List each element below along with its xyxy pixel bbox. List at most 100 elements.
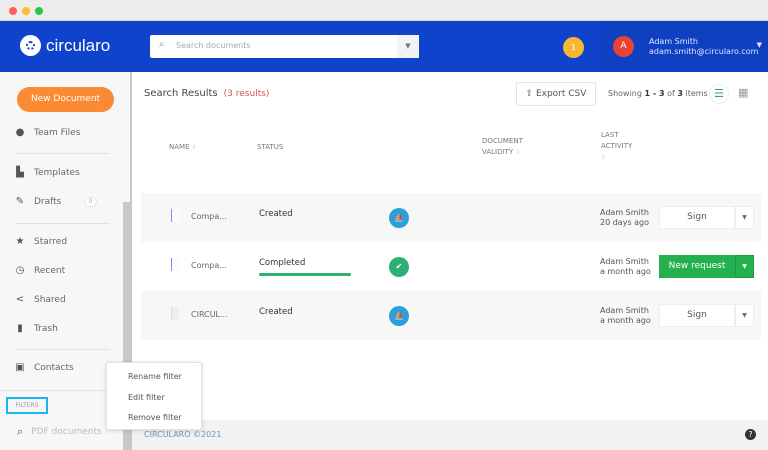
divider — [16, 223, 110, 224]
search-options-dropdown[interactable]: ▼ — [397, 35, 419, 58]
new-document-button[interactable]: New Document — [17, 87, 114, 112]
column-header-name[interactable]: NAME ⇳ — [169, 143, 197, 151]
sidebar-item-label: Starred — [34, 236, 68, 247]
logo-icon — [20, 35, 41, 56]
table-row[interactable]: Compa... Completed ✔ Adam Smith a month a… — [141, 242, 761, 291]
avatar: A — [613, 36, 634, 57]
sidebar-item-label: Contacts — [34, 362, 74, 373]
sidebar-item-templates[interactable]: ▙ Templates — [14, 167, 114, 178]
column-header-last-activity[interactable]: LAST ACTIVITY ⇳ — [601, 131, 633, 161]
sidebar-item-label: Drafts — [34, 196, 62, 207]
help-icon[interactable]: ? — [745, 429, 756, 440]
divider — [0, 390, 123, 391]
export-csv-button[interactable]: ⇪ Export CSV — [516, 82, 596, 106]
sort-icon: ⇳ — [191, 144, 197, 151]
sidebar-item-label: Recent — [34, 265, 66, 276]
table-row[interactable]: Compa... Created ⛵ Adam Smith 20 days ago… — [141, 193, 761, 242]
search-input[interactable]: Search documents — [176, 41, 251, 50]
share-icon: < — [15, 294, 25, 305]
user-menu[interactable]: A Adam Smith adam.smith@circularo.com ▼ — [599, 21, 768, 72]
sidebar-scrollbar[interactable] — [123, 202, 130, 450]
grid-view-icon[interactable]: ▦ — [738, 86, 749, 99]
sidebar-item-label: Team Files — [34, 127, 81, 138]
sidebar-item-shared[interactable]: < Shared — [14, 294, 114, 305]
edit-icon: ✎ — [15, 196, 25, 207]
filter-item-pdf-documents[interactable]: ⌕ PDF documents — [17, 425, 102, 439]
pending-validity-icon: ⛵ — [389, 306, 409, 326]
drafts-count: 0 — [84, 197, 97, 207]
sidebar-item-label: Shared — [34, 294, 66, 305]
progress-bar — [259, 273, 351, 276]
sidebar-item-contacts[interactable]: ▣ Contacts — [14, 362, 114, 373]
status-text: Completed — [259, 258, 306, 268]
filter-label: PDF documents — [31, 427, 102, 437]
footer: CIRCULARO ©2021 ? — [130, 420, 768, 450]
filters-label[interactable]: FILTERS — [6, 397, 48, 414]
action-dropdown-button[interactable]: ▼ — [735, 206, 754, 229]
sidebar-item-team-files[interactable]: ● Team Files — [14, 127, 114, 138]
minimize-window-button[interactable] — [22, 7, 30, 15]
chevron-down-icon: ▼ — [756, 41, 762, 49]
brand-name: circularo — [46, 35, 111, 55]
top-header: circularo ⌕ Search documents ▼ 1 A Adam … — [0, 21, 768, 72]
action-dropdown-button[interactable]: ▼ — [735, 255, 754, 278]
search-icon: ⌕ — [159, 39, 165, 50]
status-text: Created — [259, 307, 293, 317]
brand-logo[interactable]: circularo — [20, 35, 110, 56]
copyright: CIRCULARO ©2021 — [144, 430, 222, 439]
action-dropdown-button[interactable]: ▼ — [735, 304, 754, 327]
column-header-status: STATUS — [257, 143, 284, 151]
page-title: Search Results (3 results) — [144, 88, 270, 99]
user-email: adam.smith@circularo.com — [649, 47, 759, 56]
sort-icon: ⇳ — [515, 149, 521, 156]
status-text: Created — [259, 209, 293, 219]
sidebar-item-starred[interactable]: ★ Starred — [14, 236, 114, 247]
sidebar-item-drafts[interactable]: ✎ Drafts — [14, 196, 114, 207]
menu-item-rename-filter[interactable]: Rename filter — [128, 372, 182, 381]
sign-button[interactable]: Sign — [659, 304, 735, 327]
last-activity: Adam Smith a month ago — [600, 306, 651, 325]
clock-icon: ◷ — [15, 265, 25, 276]
sidebar-item-recent[interactable]: ◷ Recent — [14, 265, 114, 276]
document-thumbnail — [171, 307, 179, 320]
sidebar-item-label: Trash — [34, 323, 58, 334]
search-box[interactable]: ⌕ Search documents ▼ — [150, 35, 419, 58]
upload-icon: ⇪ — [525, 89, 536, 99]
column-header-validity[interactable]: DOCUMENT VALIDITY ⇳ — [482, 137, 523, 156]
divider — [16, 349, 110, 350]
maximize-window-button[interactable] — [35, 7, 43, 15]
new-request-button[interactable]: New request — [659, 255, 735, 278]
user-name: Adam Smith — [649, 37, 698, 46]
pending-validity-icon: ⛵ — [389, 208, 409, 228]
templates-icon: ▙ — [16, 167, 24, 178]
document-name[interactable]: Compa... — [191, 212, 227, 221]
globe-icon: ● — [15, 127, 25, 138]
check-icon: ✔ — [389, 257, 409, 277]
sign-button[interactable]: Sign — [659, 206, 735, 229]
close-window-button[interactable] — [9, 7, 17, 15]
menu-item-remove-filter[interactable]: Remove filter — [128, 413, 182, 422]
notifications-badge[interactable]: 1 — [563, 37, 584, 58]
document-thumbnail — [171, 258, 179, 271]
last-activity: Adam Smith a month ago — [600, 257, 651, 276]
document-name[interactable]: Compa... — [191, 261, 227, 270]
sidebar-item-trash[interactable]: ▮ Trash — [14, 323, 114, 334]
document-thumbnail — [171, 209, 179, 222]
main-content: Search Results (3 results) ⇪ Export CSV S… — [130, 72, 768, 420]
search-icon: ⌕ — [17, 425, 24, 438]
document-name[interactable]: CIRCUL... — [191, 310, 228, 319]
pagination-info: Showing 1 - 3 of 3 items — [608, 89, 708, 98]
window-titlebar — [0, 0, 768, 21]
list-view-icon[interactable]: ☰ — [709, 84, 729, 104]
sort-icon: ⇳ — [601, 154, 607, 161]
sidebar-item-label: Templates — [34, 167, 80, 178]
contacts-icon: ▣ — [15, 362, 25, 373]
filter-context-menu: Rename filter Edit filter Remove filter — [106, 362, 202, 430]
star-icon: ★ — [15, 236, 25, 247]
menu-item-edit-filter[interactable]: Edit filter — [128, 393, 165, 402]
results-count: (3 results) — [223, 89, 270, 99]
last-activity: Adam Smith 20 days ago — [600, 208, 650, 227]
table-row[interactable]: CIRCUL... Created ⛵ Adam Smith a month ag… — [141, 291, 761, 340]
sidebar: New Document ● Team Files ▙ Templates ✎ Dra… — [0, 72, 130, 450]
divider — [16, 153, 110, 154]
